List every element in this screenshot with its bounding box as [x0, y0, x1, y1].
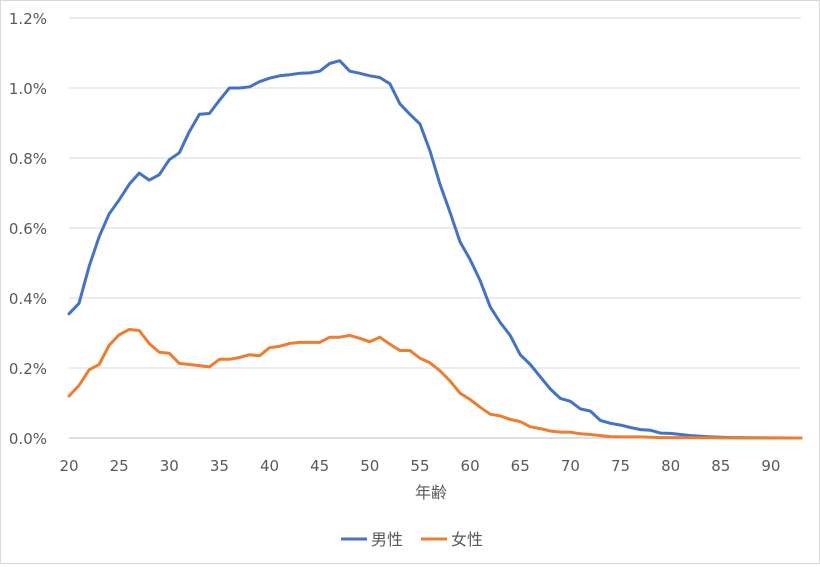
y-tick-label: 0.2% [9, 360, 47, 378]
x-tick-label: 40 [260, 457, 279, 475]
legend-item: 男性 [341, 530, 403, 549]
series-line-1 [67, 59, 803, 440]
x-tick-label: 85 [711, 457, 730, 475]
x-tick-label: 55 [410, 457, 429, 475]
legend-label: 男性 [371, 530, 403, 549]
x-tick-label: 60 [461, 457, 480, 475]
x-tick-label: 65 [511, 457, 530, 475]
x-tick-label: 35 [210, 457, 229, 475]
y-tick-label: 1.0% [9, 80, 47, 98]
x-tick-label: 50 [360, 457, 379, 475]
x-tick-label: 20 [59, 457, 78, 475]
y-tick-label: 1.2% [9, 10, 47, 28]
y-tick-label: 0.4% [9, 290, 47, 308]
y-tick-label: 0.6% [9, 220, 47, 238]
series-lines [67, 59, 803, 440]
x-tick-label: 90 [761, 457, 780, 475]
x-axis-title: 年齢 [415, 483, 447, 502]
y-tick-label: 0.8% [9, 150, 47, 168]
x-axis-tick-labels: 20 25 30 35 40 45 50 55 60 65 70 75 80 85 90 [59, 457, 780, 475]
legend: 男性 女性 [341, 530, 483, 549]
x-tick-label: 45 [310, 457, 329, 475]
x-tick-label: 70 [561, 457, 580, 475]
legend-item: 女性 [421, 530, 483, 549]
x-tick-label: 80 [661, 457, 680, 475]
y-axis-tick-labels: 0.0% 0.2% 0.4% 0.6% 0.8% 1.0% 1.2% [9, 10, 47, 448]
gridlines [69, 17, 801, 439]
x-tick-label: 75 [611, 457, 630, 475]
series-line-2 [67, 328, 803, 440]
legend-label: 女性 [451, 530, 483, 549]
x-tick-label: 25 [110, 457, 129, 475]
x-tick-label: 30 [160, 457, 179, 475]
y-tick-label: 0.0% [9, 430, 47, 448]
